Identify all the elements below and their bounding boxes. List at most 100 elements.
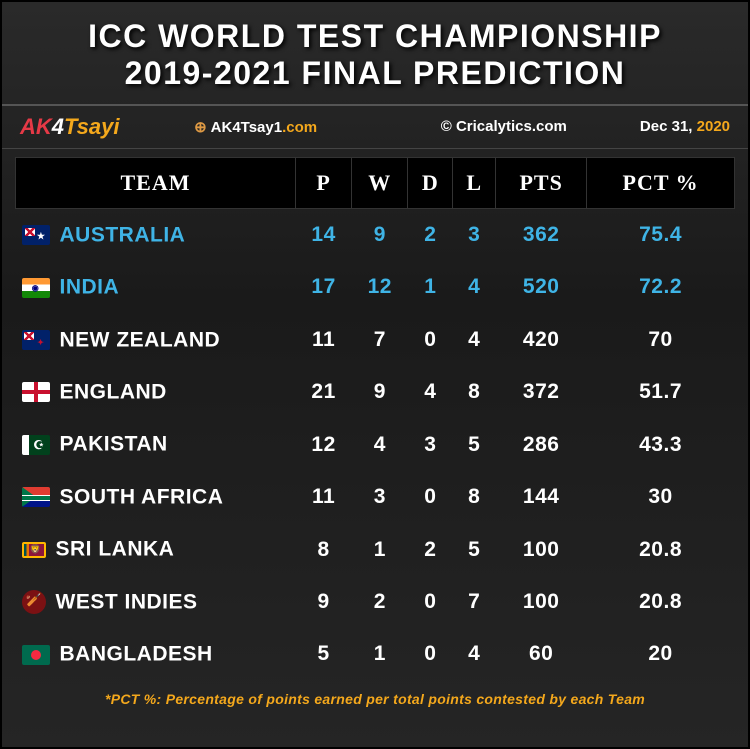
title-line-2: 2019-2021 FINAL PREDICTION bbox=[125, 55, 626, 91]
site-link-2: © Cricalytics.com bbox=[380, 118, 628, 135]
cell-p: 21 bbox=[296, 366, 352, 418]
table-row: SOUTH AFRICA1130814430 bbox=[16, 471, 735, 523]
team-name: BANGLADESH bbox=[60, 643, 213, 666]
cell-w: 4 bbox=[352, 418, 408, 470]
team-name: SRI LANKA bbox=[56, 538, 175, 561]
cell-p: 11 bbox=[296, 314, 352, 366]
cell-l: 5 bbox=[453, 418, 496, 470]
cell-pct: 72.2 bbox=[587, 261, 735, 313]
cell-l: 4 bbox=[453, 628, 496, 680]
page-title: ICC WORLD TEST CHAMPIONSHIP 2019-2021 FI… bbox=[12, 18, 738, 92]
ind-flag-icon bbox=[22, 278, 50, 298]
team-cell: ENGLAND bbox=[16, 366, 296, 418]
cell-l: 7 bbox=[453, 576, 496, 628]
cell-w: 1 bbox=[352, 523, 408, 575]
table-row: WEST INDIES 920710020.8 bbox=[16, 576, 735, 628]
site1-dotcom: .com bbox=[282, 119, 317, 136]
cell-pct: 30 bbox=[587, 471, 735, 523]
cell-pct: 20 bbox=[587, 628, 735, 680]
cell-d: 4 bbox=[408, 366, 453, 418]
team-name: ENGLAND bbox=[60, 380, 167, 403]
table-row: INDIA17121452072.2 bbox=[16, 261, 735, 313]
cell-w: 2 bbox=[352, 576, 408, 628]
cell-d: 2 bbox=[408, 523, 453, 575]
table-header-row: TEAM P W D L PTS PCT % bbox=[16, 157, 735, 208]
cell-pts: 286 bbox=[496, 418, 587, 470]
cell-pts: 372 bbox=[496, 366, 587, 418]
cell-p: 8 bbox=[296, 523, 352, 575]
wi-flag-icon bbox=[22, 590, 46, 614]
ban-flag-icon bbox=[22, 645, 50, 665]
date-label: Dec 31, 2020 bbox=[628, 118, 730, 135]
cell-p: 9 bbox=[296, 576, 352, 628]
cell-pct: 43.3 bbox=[587, 418, 735, 470]
logo-4: 4 bbox=[52, 114, 64, 140]
cell-w: 1 bbox=[352, 628, 408, 680]
pak-flag-icon bbox=[22, 435, 50, 455]
col-team: TEAM bbox=[16, 157, 296, 208]
col-w: W bbox=[352, 157, 408, 208]
cell-d: 2 bbox=[408, 208, 453, 261]
table-row: SRI LANKA812510020.8 bbox=[16, 523, 735, 575]
cell-d: 1 bbox=[408, 261, 453, 313]
cell-pts: 144 bbox=[496, 471, 587, 523]
table-body: AUSTRALIA1492336275.4INDIA17121452072.2N… bbox=[16, 208, 735, 681]
cell-w: 7 bbox=[352, 314, 408, 366]
cell-l: 8 bbox=[453, 471, 496, 523]
team-cell: SOUTH AFRICA bbox=[16, 471, 296, 523]
cell-pts: 100 bbox=[496, 576, 587, 628]
team-cell: WEST INDIES bbox=[16, 576, 296, 628]
eng-flag-icon bbox=[22, 382, 50, 402]
cell-pts: 362 bbox=[496, 208, 587, 261]
team-name: SOUTH AFRICA bbox=[60, 485, 224, 508]
col-l: L bbox=[453, 157, 496, 208]
sa-flag-icon bbox=[22, 487, 50, 507]
team-name: AUSTRALIA bbox=[60, 223, 186, 246]
team-name: NEW ZEALAND bbox=[60, 328, 221, 351]
site-link-1: ⊕AK4Tsay1.com bbox=[131, 118, 379, 136]
date-prefix: Dec 31, bbox=[640, 118, 697, 135]
cell-pct: 20.8 bbox=[587, 576, 735, 628]
cell-p: 14 bbox=[296, 208, 352, 261]
logo-ak: AK bbox=[20, 114, 52, 140]
cell-l: 8 bbox=[453, 366, 496, 418]
team-cell: INDIA bbox=[16, 261, 296, 313]
cell-l: 3 bbox=[453, 208, 496, 261]
cell-d: 3 bbox=[408, 418, 453, 470]
team-cell: PAKISTAN bbox=[16, 418, 296, 470]
team-name: PAKISTAN bbox=[60, 433, 168, 456]
cell-l: 4 bbox=[453, 261, 496, 313]
standings-table: TEAM P W D L PTS PCT % AUSTRALIA14923362… bbox=[15, 157, 735, 681]
logo-tsayi: Tsayi bbox=[64, 114, 119, 140]
aus-flag-icon bbox=[22, 225, 50, 245]
cell-pts: 100 bbox=[496, 523, 587, 575]
col-pct: PCT % bbox=[587, 157, 735, 208]
cell-d: 0 bbox=[408, 314, 453, 366]
cell-w: 9 bbox=[352, 208, 408, 261]
cell-pct: 70 bbox=[587, 314, 735, 366]
branding-bar: AK4Tsayi ⊕AK4Tsay1.com © Cricalytics.com… bbox=[2, 106, 748, 149]
cell-pct: 20.8 bbox=[587, 523, 735, 575]
cell-p: 5 bbox=[296, 628, 352, 680]
cell-pts: 60 bbox=[496, 628, 587, 680]
table-row: BANGLADESH51046020 bbox=[16, 628, 735, 680]
nz-flag-icon bbox=[22, 330, 50, 350]
cell-w: 3 bbox=[352, 471, 408, 523]
cell-pct: 75.4 bbox=[587, 208, 735, 261]
col-p: P bbox=[296, 157, 352, 208]
team-name: INDIA bbox=[60, 276, 120, 299]
cell-w: 9 bbox=[352, 366, 408, 418]
sl-flag-icon bbox=[22, 542, 46, 558]
cell-d: 0 bbox=[408, 576, 453, 628]
table-row: AUSTRALIA 1492336275.4 bbox=[16, 208, 735, 261]
cell-pct: 51.7 bbox=[587, 366, 735, 418]
cell-l: 4 bbox=[453, 314, 496, 366]
cell-p: 12 bbox=[296, 418, 352, 470]
team-cell: NEW ZEALAND bbox=[16, 314, 296, 366]
team-name: WEST INDIES bbox=[56, 590, 198, 613]
title-header: ICC WORLD TEST CHAMPIONSHIP 2019-2021 FI… bbox=[2, 2, 748, 106]
table-row: ENGLAND 2194837251.7 bbox=[16, 366, 735, 418]
footnote: *PCT %: Percentage of points earned per … bbox=[2, 691, 748, 707]
cell-pts: 520 bbox=[496, 261, 587, 313]
infographic-container: ICC WORLD TEST CHAMPIONSHIP 2019-2021 FI… bbox=[0, 0, 750, 749]
